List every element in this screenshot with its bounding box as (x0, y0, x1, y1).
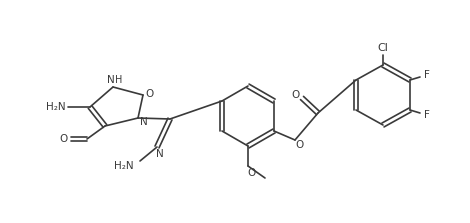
Text: O: O (295, 140, 303, 150)
Text: H₂N: H₂N (114, 161, 134, 171)
Text: Cl: Cl (377, 43, 388, 53)
Text: F: F (424, 110, 430, 120)
Text: H: H (115, 75, 123, 85)
Text: O: O (60, 134, 68, 144)
Text: N: N (107, 75, 115, 85)
Text: O: O (247, 168, 255, 178)
Text: N: N (140, 117, 148, 127)
Text: H₂N: H₂N (46, 102, 66, 112)
Text: N: N (156, 149, 164, 159)
Text: F: F (424, 70, 430, 80)
Text: O: O (146, 89, 154, 99)
Text: O: O (291, 90, 299, 100)
